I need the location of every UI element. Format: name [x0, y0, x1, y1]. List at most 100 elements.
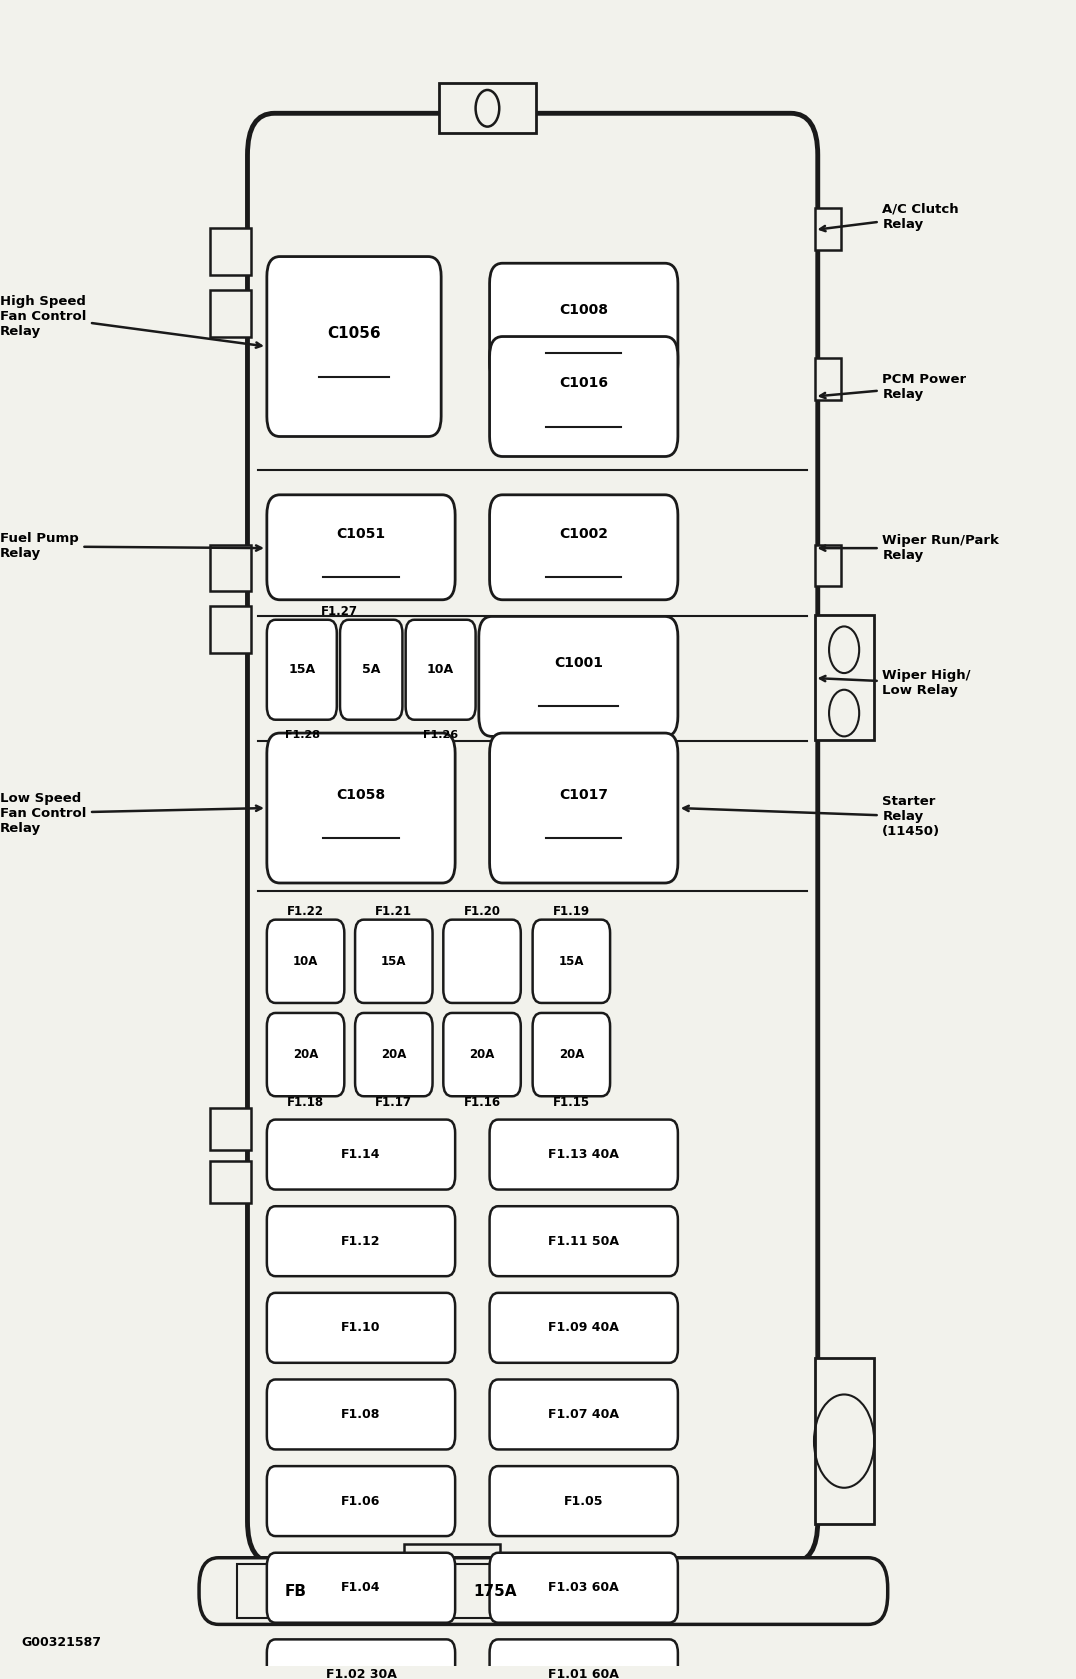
- FancyBboxPatch shape: [490, 336, 678, 457]
- Text: FB: FB: [285, 1583, 307, 1598]
- FancyBboxPatch shape: [267, 734, 455, 883]
- Text: Wiper Run/Park
Relay: Wiper Run/Park Relay: [820, 534, 1000, 562]
- Text: High Speed
Fan Control
Relay: High Speed Fan Control Relay: [0, 296, 261, 348]
- FancyBboxPatch shape: [267, 257, 441, 437]
- Text: 5A: 5A: [362, 663, 381, 677]
- Text: F1.21: F1.21: [376, 905, 412, 918]
- FancyBboxPatch shape: [490, 1120, 678, 1189]
- FancyBboxPatch shape: [340, 620, 402, 720]
- Text: F1.05: F1.05: [564, 1494, 604, 1508]
- Text: F1.03 60A: F1.03 60A: [549, 1582, 619, 1595]
- FancyBboxPatch shape: [490, 1380, 678, 1449]
- Bar: [398, 1565, 592, 1619]
- Text: PCM Power
Relay: PCM Power Relay: [820, 373, 966, 401]
- Text: Low Speed
Fan Control
Relay: Low Speed Fan Control Relay: [0, 791, 261, 834]
- Text: F1.08: F1.08: [341, 1409, 381, 1420]
- Text: F1.18: F1.18: [287, 1096, 324, 1110]
- Text: C1056: C1056: [327, 326, 381, 341]
- FancyBboxPatch shape: [490, 1206, 678, 1276]
- FancyBboxPatch shape: [267, 1293, 455, 1363]
- FancyBboxPatch shape: [490, 1466, 678, 1536]
- Bar: [210, 606, 251, 653]
- Bar: [210, 228, 251, 275]
- Text: C1002: C1002: [560, 527, 608, 541]
- FancyBboxPatch shape: [490, 264, 678, 383]
- Bar: [815, 358, 841, 400]
- Bar: [404, 1545, 500, 1575]
- Bar: [439, 84, 536, 133]
- FancyBboxPatch shape: [406, 620, 476, 720]
- Bar: [815, 208, 841, 250]
- Text: F1.04: F1.04: [341, 1582, 381, 1595]
- Text: C1001: C1001: [554, 656, 603, 670]
- Text: 20A: 20A: [469, 1048, 495, 1061]
- Text: 15A: 15A: [558, 955, 584, 967]
- Text: A/C Clutch
Relay: A/C Clutch Relay: [820, 203, 959, 232]
- Text: C1008: C1008: [560, 302, 608, 317]
- Text: F1.15: F1.15: [553, 1096, 590, 1110]
- Text: 15A: 15A: [288, 663, 315, 677]
- FancyBboxPatch shape: [267, 920, 344, 1002]
- Bar: [210, 290, 251, 336]
- FancyBboxPatch shape: [443, 920, 521, 1002]
- Text: C1017: C1017: [560, 787, 608, 801]
- Text: F1.22: F1.22: [287, 905, 324, 918]
- FancyBboxPatch shape: [490, 1553, 678, 1622]
- Text: F1.14: F1.14: [341, 1148, 381, 1162]
- FancyBboxPatch shape: [267, 1553, 455, 1622]
- FancyBboxPatch shape: [267, 1206, 455, 1276]
- FancyBboxPatch shape: [199, 1558, 888, 1624]
- FancyBboxPatch shape: [490, 734, 678, 883]
- Text: F1.01 60A: F1.01 60A: [549, 1667, 619, 1679]
- Text: F1.07 40A: F1.07 40A: [549, 1409, 619, 1420]
- Text: 175A: 175A: [473, 1583, 516, 1598]
- Text: F1.12: F1.12: [341, 1234, 381, 1247]
- Text: F1.09 40A: F1.09 40A: [549, 1321, 619, 1335]
- FancyBboxPatch shape: [267, 1639, 455, 1679]
- Text: F1.17: F1.17: [376, 1096, 412, 1110]
- FancyBboxPatch shape: [479, 616, 678, 737]
- Bar: [210, 1108, 251, 1150]
- Text: C1051: C1051: [337, 527, 385, 541]
- Text: G00321587: G00321587: [22, 1637, 101, 1649]
- Text: C1016: C1016: [560, 376, 608, 390]
- FancyBboxPatch shape: [267, 1380, 455, 1449]
- Text: F1.16: F1.16: [464, 1096, 500, 1110]
- Text: F1.26: F1.26: [423, 730, 457, 740]
- FancyBboxPatch shape: [355, 920, 433, 1002]
- Bar: [210, 544, 251, 591]
- Text: 10A: 10A: [293, 955, 318, 967]
- FancyBboxPatch shape: [247, 112, 818, 1563]
- Text: F1.28: F1.28: [285, 730, 320, 740]
- FancyBboxPatch shape: [267, 1012, 344, 1096]
- Text: 20A: 20A: [558, 1048, 584, 1061]
- FancyBboxPatch shape: [533, 1012, 610, 1096]
- Bar: [237, 1565, 355, 1619]
- Text: F1.19: F1.19: [553, 905, 590, 918]
- FancyBboxPatch shape: [490, 1639, 678, 1679]
- Bar: [815, 1358, 874, 1525]
- FancyBboxPatch shape: [267, 1120, 455, 1189]
- Text: 10A: 10A: [427, 663, 454, 677]
- Text: Fuel Pump
Relay: Fuel Pump Relay: [0, 532, 261, 561]
- FancyBboxPatch shape: [267, 1466, 455, 1536]
- Text: C1058: C1058: [337, 787, 385, 801]
- Text: Wiper High/
Low Relay: Wiper High/ Low Relay: [820, 668, 971, 697]
- FancyBboxPatch shape: [443, 1012, 521, 1096]
- Text: Starter
Relay
(11450): Starter Relay (11450): [683, 794, 940, 838]
- Bar: [815, 615, 874, 740]
- Text: 15A: 15A: [381, 955, 407, 967]
- FancyBboxPatch shape: [490, 1293, 678, 1363]
- FancyBboxPatch shape: [355, 1012, 433, 1096]
- Text: F1.27: F1.27: [321, 604, 357, 618]
- Text: 20A: 20A: [381, 1048, 407, 1061]
- Text: F1.13 40A: F1.13 40A: [549, 1148, 619, 1162]
- Text: F1.06: F1.06: [341, 1494, 381, 1508]
- FancyBboxPatch shape: [533, 920, 610, 1002]
- FancyBboxPatch shape: [267, 495, 455, 599]
- Text: 20A: 20A: [293, 1048, 318, 1061]
- Bar: [815, 544, 841, 586]
- Text: F1.10: F1.10: [341, 1321, 381, 1335]
- Text: F1.02 30A: F1.02 30A: [326, 1667, 396, 1679]
- FancyBboxPatch shape: [490, 495, 678, 599]
